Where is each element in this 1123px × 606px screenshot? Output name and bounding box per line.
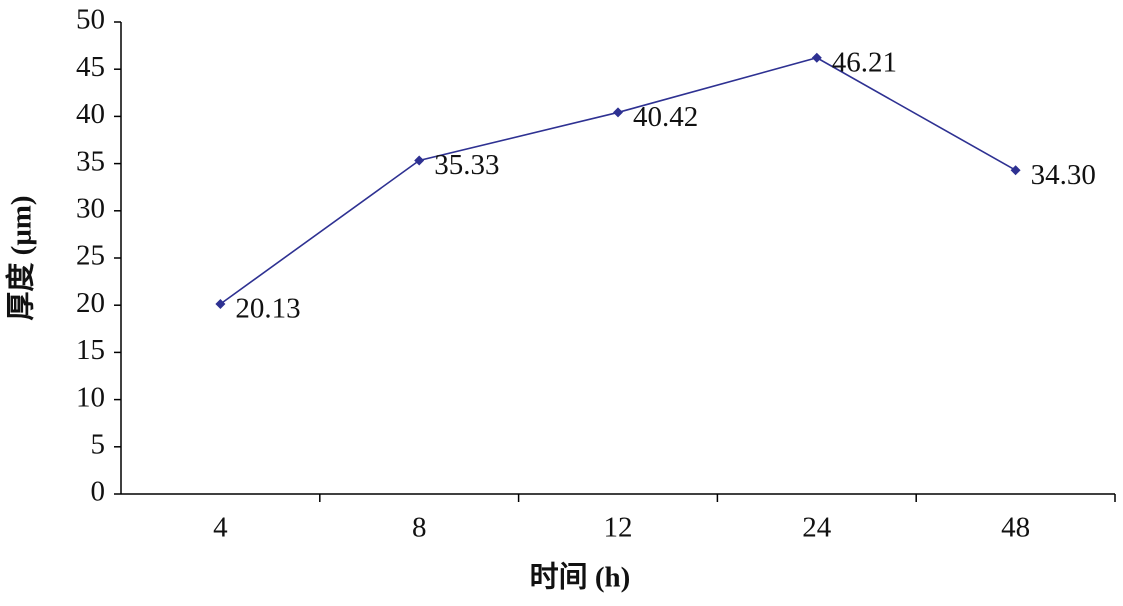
y-tick-label: 40 xyxy=(76,98,105,130)
marker xyxy=(1010,165,1021,176)
marker xyxy=(811,52,822,63)
y-tick-label: 35 xyxy=(76,145,105,177)
y-tick-label: 10 xyxy=(76,381,105,413)
y-tick-label: 15 xyxy=(76,334,105,366)
y-tick-label: 0 xyxy=(91,476,106,508)
marker xyxy=(414,155,425,166)
y-axis-label: 厚度 (μm) xyxy=(5,195,38,320)
y-tick-label: 45 xyxy=(76,51,105,83)
x-tick-label: 48 xyxy=(1001,512,1030,544)
line xyxy=(219,56,1016,305)
y-tick-label: 50 xyxy=(76,4,105,36)
x-axis-label: 时间 (h) xyxy=(530,561,631,594)
y-tick-label: 5 xyxy=(91,428,106,460)
data-label: 20.13 xyxy=(235,293,300,325)
data-label: 46.21 xyxy=(832,46,897,78)
y-tick-label: 25 xyxy=(76,240,105,272)
x-tick-label: 4 xyxy=(213,512,228,544)
y-tick-label: 30 xyxy=(76,192,105,224)
marker xyxy=(613,107,623,118)
x-tick-label: 24 xyxy=(802,512,832,544)
data-label: 40.42 xyxy=(633,101,698,133)
x-tick-label: 8 xyxy=(412,512,427,544)
data-label: 35.33 xyxy=(434,149,499,181)
y-tick-label: 20 xyxy=(76,287,105,319)
x-tick-label: 12 xyxy=(604,512,633,544)
data-label: 34.30 xyxy=(1031,159,1096,191)
marker xyxy=(215,298,226,309)
